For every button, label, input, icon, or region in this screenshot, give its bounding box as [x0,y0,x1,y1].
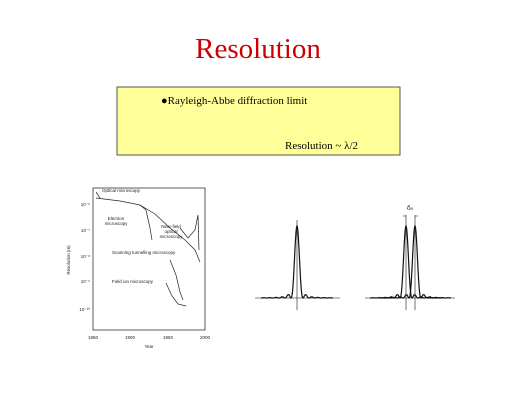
annotation-wrap: Electron microscopy [104,216,128,226]
y-tick-label: 10⁻⁶ [81,202,90,207]
airy-profile [260,224,334,299]
near-field-curve [179,214,200,251]
arrow [95,191,101,199]
x-tick-label: 1900 [125,335,136,340]
annotation: Near-field optical microscopy [159,224,183,239]
x-tick-label: 1950 [163,335,174,340]
x-axis-label: Year [144,344,154,349]
annotation: Scanning tunnelling microscopy [112,250,176,255]
bullet-text: ●Rayleigh-Abbe diffraction limit [161,95,307,107]
y-tick-label: 10⁻¹⁰ [79,307,90,312]
x-tick-label: 2000 [200,335,211,340]
annotation-wrap: Near-field optical microscopy [159,224,183,239]
optical-curve [95,197,153,241]
annotation: Optical microscopy [102,188,141,193]
curves [95,191,201,307]
annotation: Electron microscopy [104,216,128,226]
airy-profile [378,224,452,299]
highlight-box [116,86,401,156]
diffraction-left [255,220,340,310]
electron-curve [139,204,201,263]
stm-curve [169,259,184,301]
field-ion-curve [165,282,187,307]
title: Resolution [195,33,321,65]
y-tick-label: 10⁻⁸ [81,254,90,259]
separation-label: δ₀ [407,205,414,212]
x-tick-label: 1850 [88,335,99,340]
annotation: Field ion microscopy [112,279,154,284]
plot-frame [92,187,206,331]
formula-text: Resolution ~ λ/2 [285,140,358,152]
diffraction-right [365,215,455,310]
resolution-figure: Resolution (m) Year 1850 1900 1950 2000 … [66,187,211,349]
y-axis-label: Resolution (m) [66,245,71,275]
y-tick-label: 10⁻⁷ [81,228,90,233]
y-tick-label: 10⁻⁹ [81,279,90,284]
